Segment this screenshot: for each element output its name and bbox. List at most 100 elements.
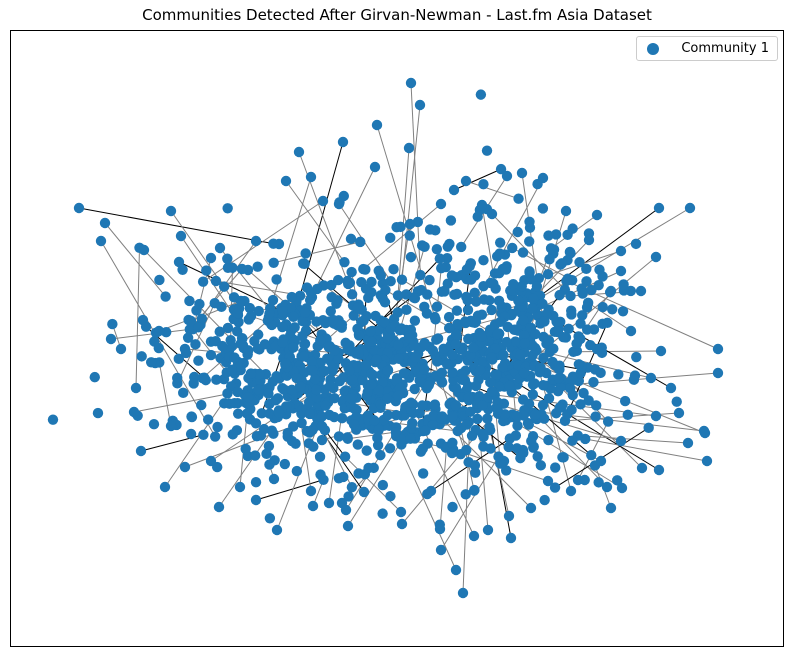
node bbox=[460, 489, 471, 500]
edge bbox=[585, 438, 708, 462]
node bbox=[266, 319, 278, 331]
node bbox=[258, 423, 270, 435]
node bbox=[291, 465, 303, 477]
node bbox=[474, 364, 486, 376]
node bbox=[512, 226, 523, 238]
node bbox=[601, 481, 613, 493]
node bbox=[588, 376, 599, 388]
node bbox=[618, 279, 629, 290]
edge bbox=[502, 414, 623, 489]
node bbox=[498, 349, 509, 361]
node bbox=[361, 445, 372, 456]
node bbox=[289, 322, 300, 333]
node bbox=[529, 378, 540, 389]
node bbox=[472, 211, 483, 222]
node bbox=[503, 510, 515, 522]
node bbox=[373, 265, 384, 276]
node bbox=[577, 310, 588, 321]
node bbox=[523, 419, 534, 430]
node bbox=[105, 333, 117, 345]
node bbox=[410, 352, 421, 363]
edge bbox=[178, 261, 283, 312]
node bbox=[323, 497, 335, 509]
node bbox=[373, 424, 384, 436]
node bbox=[436, 411, 448, 422]
node bbox=[285, 303, 297, 314]
node bbox=[253, 384, 264, 395]
node bbox=[298, 351, 309, 362]
node bbox=[535, 362, 546, 373]
node bbox=[519, 338, 530, 349]
node bbox=[492, 396, 503, 408]
node bbox=[405, 397, 417, 408]
node bbox=[371, 119, 383, 131]
node bbox=[485, 443, 496, 454]
node bbox=[450, 400, 462, 411]
node bbox=[552, 326, 564, 338]
node bbox=[650, 251, 662, 263]
node bbox=[470, 467, 481, 478]
node bbox=[510, 336, 521, 347]
node bbox=[340, 504, 352, 516]
node bbox=[655, 345, 667, 357]
node bbox=[267, 294, 279, 306]
node bbox=[542, 268, 554, 280]
node bbox=[390, 409, 402, 421]
node bbox=[712, 367, 724, 379]
node bbox=[555, 316, 566, 328]
node bbox=[629, 370, 641, 381]
node bbox=[333, 473, 345, 484]
node bbox=[222, 253, 233, 264]
edge bbox=[564, 372, 719, 386]
node bbox=[409, 315, 421, 326]
node bbox=[306, 356, 317, 367]
node bbox=[296, 417, 307, 429]
node bbox=[563, 323, 574, 335]
node bbox=[99, 217, 111, 229]
node bbox=[370, 310, 381, 322]
node bbox=[337, 136, 349, 148]
plot-area: Community 1 bbox=[10, 30, 784, 647]
node bbox=[445, 215, 457, 226]
node bbox=[409, 292, 421, 304]
node bbox=[501, 336, 512, 348]
node bbox=[336, 412, 348, 424]
edge bbox=[285, 180, 345, 263]
edge bbox=[499, 376, 608, 488]
node bbox=[553, 363, 565, 375]
node bbox=[346, 266, 357, 278]
node bbox=[436, 262, 447, 274]
node bbox=[431, 356, 443, 367]
node bbox=[417, 468, 429, 479]
node bbox=[393, 353, 405, 365]
node bbox=[307, 365, 318, 376]
node bbox=[227, 429, 239, 440]
node bbox=[196, 313, 208, 325]
node bbox=[326, 291, 337, 303]
node bbox=[366, 287, 377, 298]
node bbox=[500, 465, 512, 476]
node bbox=[295, 381, 306, 392]
node bbox=[232, 408, 244, 419]
node bbox=[469, 460, 481, 471]
node bbox=[373, 384, 385, 396]
node bbox=[429, 399, 441, 410]
node bbox=[244, 302, 256, 314]
node bbox=[415, 376, 426, 388]
node bbox=[196, 399, 207, 411]
node bbox=[518, 330, 530, 341]
node bbox=[441, 252, 453, 264]
node bbox=[573, 359, 585, 370]
node bbox=[229, 352, 240, 363]
node bbox=[631, 351, 642, 363]
node bbox=[606, 304, 618, 315]
node bbox=[401, 304, 412, 316]
node bbox=[405, 77, 417, 89]
node bbox=[468, 530, 480, 542]
node bbox=[538, 352, 549, 364]
node bbox=[268, 238, 279, 249]
node bbox=[205, 349, 217, 361]
node bbox=[537, 203, 549, 214]
node bbox=[583, 395, 594, 406]
node bbox=[577, 288, 588, 299]
